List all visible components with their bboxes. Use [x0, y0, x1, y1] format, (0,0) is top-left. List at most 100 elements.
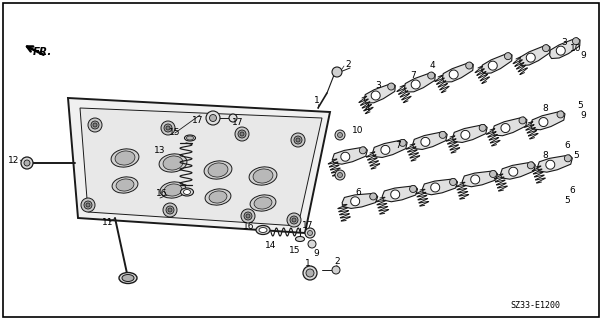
Ellipse shape: [163, 156, 183, 170]
Circle shape: [166, 206, 174, 214]
Text: 10: 10: [570, 44, 582, 52]
Ellipse shape: [209, 191, 227, 203]
Circle shape: [338, 172, 343, 178]
Circle shape: [351, 197, 359, 206]
Text: 15: 15: [169, 127, 181, 137]
Circle shape: [471, 175, 480, 184]
Text: 8: 8: [542, 103, 548, 113]
Polygon shape: [493, 117, 527, 136]
Text: 2: 2: [345, 60, 351, 68]
Polygon shape: [482, 53, 512, 74]
Circle shape: [542, 45, 550, 52]
Circle shape: [305, 228, 315, 238]
Circle shape: [168, 208, 172, 212]
Circle shape: [332, 266, 340, 274]
Circle shape: [519, 117, 526, 124]
Circle shape: [291, 133, 305, 147]
Text: 17: 17: [302, 220, 314, 229]
Circle shape: [335, 130, 345, 140]
Text: 17: 17: [192, 116, 203, 124]
Circle shape: [411, 80, 420, 89]
Circle shape: [163, 203, 177, 217]
Circle shape: [294, 136, 302, 144]
Polygon shape: [538, 155, 573, 172]
Circle shape: [370, 193, 377, 200]
Circle shape: [332, 67, 342, 77]
Circle shape: [450, 179, 456, 186]
Circle shape: [306, 269, 314, 277]
Circle shape: [461, 130, 470, 140]
Text: 17: 17: [232, 117, 244, 126]
Circle shape: [84, 201, 92, 209]
Polygon shape: [342, 193, 377, 208]
Polygon shape: [550, 38, 580, 59]
Text: 13: 13: [154, 146, 166, 155]
Polygon shape: [462, 171, 498, 187]
Circle shape: [240, 132, 244, 136]
Circle shape: [539, 117, 548, 126]
Ellipse shape: [112, 177, 138, 193]
Text: SZ33-E1200: SZ33-E1200: [510, 301, 560, 310]
Circle shape: [557, 111, 564, 118]
Circle shape: [290, 216, 298, 224]
Polygon shape: [412, 132, 447, 149]
Circle shape: [391, 190, 400, 199]
Polygon shape: [422, 179, 458, 195]
Polygon shape: [382, 186, 418, 202]
Text: 9: 9: [313, 250, 319, 259]
Text: 12: 12: [8, 156, 20, 164]
Ellipse shape: [184, 189, 190, 195]
Circle shape: [421, 137, 430, 146]
Ellipse shape: [259, 228, 267, 233]
Ellipse shape: [249, 167, 277, 185]
Polygon shape: [453, 124, 487, 142]
Text: 11: 11: [102, 218, 114, 227]
Text: 4: 4: [364, 103, 370, 113]
Circle shape: [303, 266, 317, 280]
Circle shape: [161, 121, 175, 135]
Circle shape: [409, 186, 417, 193]
Circle shape: [86, 203, 90, 207]
Circle shape: [229, 114, 237, 122]
Circle shape: [359, 147, 367, 154]
Circle shape: [489, 171, 497, 178]
Text: FR.: FR.: [33, 47, 52, 57]
Circle shape: [24, 160, 30, 166]
Text: 5: 5: [573, 150, 579, 159]
Circle shape: [556, 46, 565, 55]
Circle shape: [399, 140, 406, 146]
Circle shape: [164, 124, 172, 132]
Circle shape: [573, 38, 580, 45]
Ellipse shape: [296, 236, 305, 242]
Circle shape: [341, 152, 350, 161]
Text: 3: 3: [375, 81, 381, 90]
Circle shape: [244, 212, 252, 220]
Circle shape: [427, 72, 435, 79]
Polygon shape: [442, 62, 473, 82]
Text: 16: 16: [243, 221, 255, 230]
Ellipse shape: [184, 135, 196, 141]
Text: 1: 1: [314, 95, 320, 105]
Polygon shape: [373, 140, 407, 157]
Ellipse shape: [159, 154, 187, 172]
Circle shape: [526, 53, 535, 62]
Circle shape: [238, 130, 246, 138]
Circle shape: [439, 132, 446, 138]
Circle shape: [88, 118, 102, 132]
Circle shape: [430, 183, 439, 192]
Circle shape: [388, 83, 395, 90]
Circle shape: [509, 167, 518, 176]
Ellipse shape: [160, 182, 186, 198]
Circle shape: [209, 115, 217, 122]
Ellipse shape: [204, 161, 232, 179]
Circle shape: [241, 209, 255, 223]
Ellipse shape: [256, 226, 270, 235]
Circle shape: [206, 111, 220, 125]
Polygon shape: [332, 147, 367, 164]
Circle shape: [335, 170, 345, 180]
Circle shape: [235, 127, 249, 141]
Ellipse shape: [253, 169, 273, 183]
Text: 6: 6: [564, 140, 570, 149]
Ellipse shape: [208, 163, 228, 177]
Text: 14: 14: [265, 241, 277, 250]
